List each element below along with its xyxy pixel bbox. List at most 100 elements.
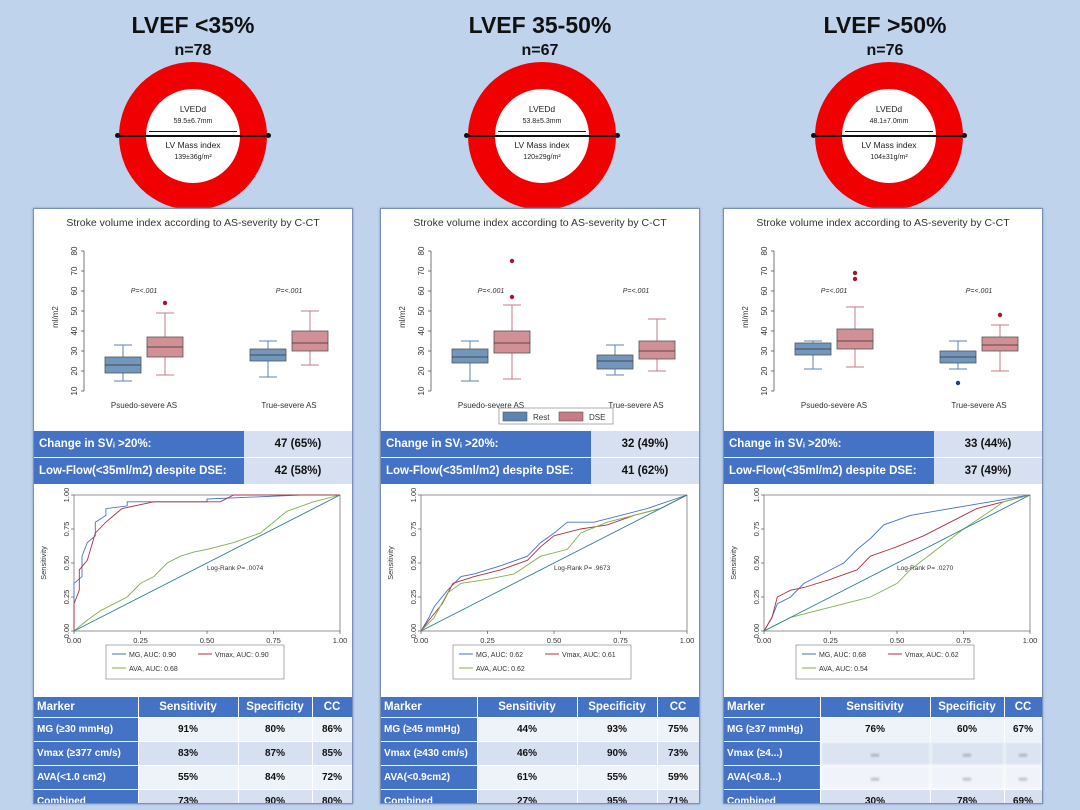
roc-chart: 0.000.00 0.25 0.25 0.50 0.50 0.75 0.75 1.00 1.00… — [729, 488, 1038, 680]
group-title: LVEF >50% — [823, 12, 947, 38]
y-tick-label: 30 — [760, 346, 769, 355]
y-tick-label: 0.25 — [752, 590, 761, 605]
table-cell: 67% — [1004, 717, 1042, 742]
boxplot-chart: Stroke volume index according to AS-seve… — [398, 217, 676, 425]
table-cell: 87% — [238, 741, 313, 766]
y-tick-label: 50 — [760, 306, 769, 315]
legend-label: Vmax, AUC: 0.90 — [215, 652, 269, 659]
x-tick-label: 0.75 — [613, 636, 628, 645]
table-cell: AVA(<1.0 cm2) — [34, 765, 139, 790]
group-column-2: LVEF 35-50% n=67 LVEDd 53.8±5.3mm LV Mas… — [380, 0, 700, 810]
y-tick-label: 60 — [70, 286, 79, 295]
table-cell: ... — [1004, 765, 1042, 790]
x-tick-label: 0.00 — [67, 636, 82, 645]
lvedd-label: LVEDd — [179, 104, 207, 114]
y-tick-label: 0.75 — [752, 522, 761, 537]
x-tick-label: 0.00 — [414, 636, 429, 645]
table-row: MG (≥37 mmHg) 76% 60% 67% — [724, 717, 1042, 742]
x-tick-label: 0.25 — [480, 636, 495, 645]
roc-line-mg — [73, 494, 340, 631]
group-count: n=78 — [174, 42, 212, 59]
x-tick-label: 0.25 — [823, 636, 838, 645]
table-cell: 73% — [138, 789, 239, 803]
summary-label: Low-Flow(<35ml/m2) despite DSE: — [381, 458, 591, 484]
roc-line-ava — [73, 494, 341, 632]
legend-swatch-dse — [558, 411, 584, 422]
table-row: Combined 30% 78% 69% — [724, 789, 1042, 803]
y-tick-label: 80 — [70, 246, 79, 255]
table-header: Specificity — [577, 697, 658, 718]
summary-row-change: Change in SVᵢ >20%: 32 (49%) — [381, 431, 699, 457]
table-row: MG (≥30 mmHg) 91% 80% 86% — [34, 717, 352, 742]
table-cell: 55% — [577, 765, 658, 790]
box-dse — [836, 328, 874, 350]
x-tick-label: 0.75 — [266, 636, 281, 645]
table-cell: 61% — [477, 765, 578, 790]
legend-label: Vmax, AUC: 0.62 — [905, 652, 959, 659]
x-tick-label: 0.50 — [547, 636, 562, 645]
table-header: CC — [312, 697, 352, 718]
legend-box — [498, 407, 614, 425]
table-header: Marker — [34, 697, 139, 718]
results-panel: Stroke volume index according to AS-seve… — [723, 208, 1043, 804]
x-tick-label: 0.25 — [133, 636, 148, 645]
y-tick-label: 10 — [70, 386, 79, 395]
group-count: n=67 — [521, 42, 559, 59]
table-row: Combined 73% 90% 80% — [34, 789, 352, 803]
table-cell: 76% — [820, 717, 931, 742]
y-axis-label: ml/m2 — [51, 306, 60, 328]
x-category-label: True-severe AS — [951, 401, 1006, 410]
lvedd-value: 48.1±7.0mm — [869, 118, 909, 125]
summary-label: Low-Flow(<35ml/m2) despite DSE: — [724, 458, 934, 484]
table-row: Vmax (≥377 cm/s) 83% 87% 85% — [34, 741, 352, 766]
table-cell: 30% — [820, 789, 931, 803]
table-row: Vmax (≥430 cm/s) 46% 90% 73% — [381, 741, 699, 766]
y-tick-label: 40 — [760, 326, 769, 335]
legend-label: MG, AUC: 0.68 — [819, 652, 866, 659]
table-cell: ... — [1004, 741, 1042, 766]
y-tick-label: 60 — [760, 286, 769, 295]
p-value-label: P=<.001 — [821, 288, 848, 295]
table-cell: 95% — [577, 789, 658, 803]
x-tick-label: 0.00 — [757, 636, 772, 645]
summary-value: 42 (58%) — [244, 458, 352, 484]
y-tick-label: 50 — [70, 306, 79, 315]
table-cell: 71% — [657, 789, 699, 803]
roc-line-vmax — [763, 494, 1031, 632]
table-cell: 44% — [477, 717, 578, 742]
x-tick-label: 1.00 — [1023, 636, 1038, 645]
y-tick-label: 70 — [417, 266, 426, 275]
x-tick-label: 0.50 — [890, 636, 905, 645]
lv-ring-diagram: LVEDd 53.8±5.3mm LV Mass index 120±29g/m… — [464, 62, 620, 210]
table-header: Specificity — [930, 697, 1005, 718]
p-value-label: P=<.001 — [276, 288, 303, 295]
summary-value: 32 (49%) — [591, 431, 699, 457]
legend-label: AVA, AUC: 0.68 — [129, 666, 178, 673]
roc-line-ref — [420, 494, 688, 632]
legend-label: AVA, AUC: 0.54 — [819, 666, 868, 673]
table-row: AVA(<0.9cm2) 61% 55% 59% — [381, 765, 699, 790]
log-rank-annotation: Log-Rank P= .9673 — [554, 565, 611, 572]
table-cell: MG (≥30 mmHg) — [34, 717, 139, 742]
y-tick-label: 0.00 — [62, 624, 71, 639]
box-dse — [638, 340, 676, 360]
table-cell: 75% — [657, 717, 699, 742]
y-tick-label: 70 — [70, 266, 79, 275]
boxplot-chart: Stroke volume index according to AS-seve… — [741, 217, 1019, 410]
y-tick-label: 20 — [70, 366, 79, 375]
chart-title: Stroke volume index according to AS-seve… — [66, 217, 320, 229]
marker-table: Marker Sensitivity Specificity CC MG (≥37 m… — [724, 697, 1042, 803]
table-cell: Combined — [381, 789, 478, 803]
lvedd-value: 59.5±6.7mm — [173, 118, 213, 125]
table-cell: Combined — [34, 789, 139, 803]
y-tick-label: 0.50 — [409, 556, 418, 571]
p-value-label: P=<.001 — [623, 288, 650, 295]
box-rest — [451, 348, 489, 364]
box-rest — [596, 354, 634, 370]
table-cell: ... — [930, 741, 1005, 766]
x-category-label: True-severe AS — [261, 401, 316, 410]
y-tick-label: 0.75 — [62, 522, 71, 537]
group-column-3: LVEF >50% n=76 LVEDd 48.1±7.0mm LV Mass … — [723, 0, 1043, 810]
table-cell: 55% — [138, 765, 239, 790]
outlier-point — [852, 276, 858, 282]
